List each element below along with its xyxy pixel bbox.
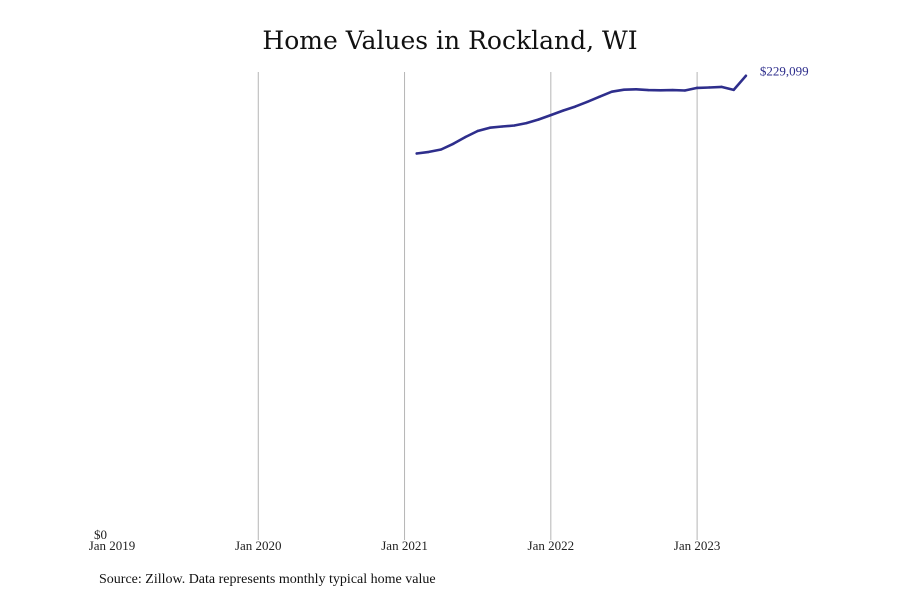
data-point bbox=[427, 150, 431, 154]
series-end-label: $229,099 bbox=[760, 63, 809, 78]
data-point bbox=[586, 100, 589, 103]
gridlines bbox=[257, 72, 698, 540]
chart-title: Home Values in Rockland, WI bbox=[262, 26, 638, 55]
data-point bbox=[415, 152, 418, 155]
data-point bbox=[574, 105, 577, 108]
data-point bbox=[476, 129, 479, 133]
source-note: Source: Zillow. Data represents monthly … bbox=[99, 572, 436, 587]
data-point bbox=[720, 85, 723, 89]
x-tick-label: Jan 2021 bbox=[381, 538, 428, 553]
x-tick-label: Jan 2020 bbox=[235, 538, 282, 553]
data-point bbox=[610, 90, 613, 93]
data-point bbox=[744, 74, 748, 78]
data-point bbox=[634, 88, 638, 91]
y-tick-label: $0 bbox=[94, 527, 107, 542]
data-point bbox=[695, 86, 699, 90]
data-point bbox=[439, 148, 443, 151]
data-point bbox=[513, 124, 516, 127]
data-point bbox=[598, 95, 601, 98]
data-point bbox=[647, 88, 650, 92]
x-tick-label: Jan 2019 bbox=[89, 538, 136, 553]
data-point bbox=[708, 86, 711, 89]
data-point bbox=[464, 135, 467, 139]
data-point bbox=[732, 88, 735, 92]
data-point bbox=[549, 113, 553, 117]
data-point bbox=[561, 109, 565, 112]
axis-ticks: Jan 2019 Jan 2020 Jan 2021 Jan 2022 Jan 2023… bbox=[89, 527, 721, 553]
x-tick-label: Jan 2022 bbox=[528, 538, 575, 553]
data-point bbox=[452, 142, 455, 146]
series-line bbox=[415, 74, 748, 155]
data-point bbox=[488, 126, 492, 129]
data-point bbox=[659, 89, 662, 92]
data-point bbox=[683, 89, 687, 92]
data-point bbox=[500, 125, 504, 128]
data-point bbox=[622, 88, 626, 91]
series-layer bbox=[415, 74, 748, 155]
data-point bbox=[671, 88, 674, 92]
x-tick-label: Jan 2023 bbox=[674, 538, 721, 553]
data-point bbox=[537, 118, 540, 121]
data-point bbox=[525, 121, 528, 125]
